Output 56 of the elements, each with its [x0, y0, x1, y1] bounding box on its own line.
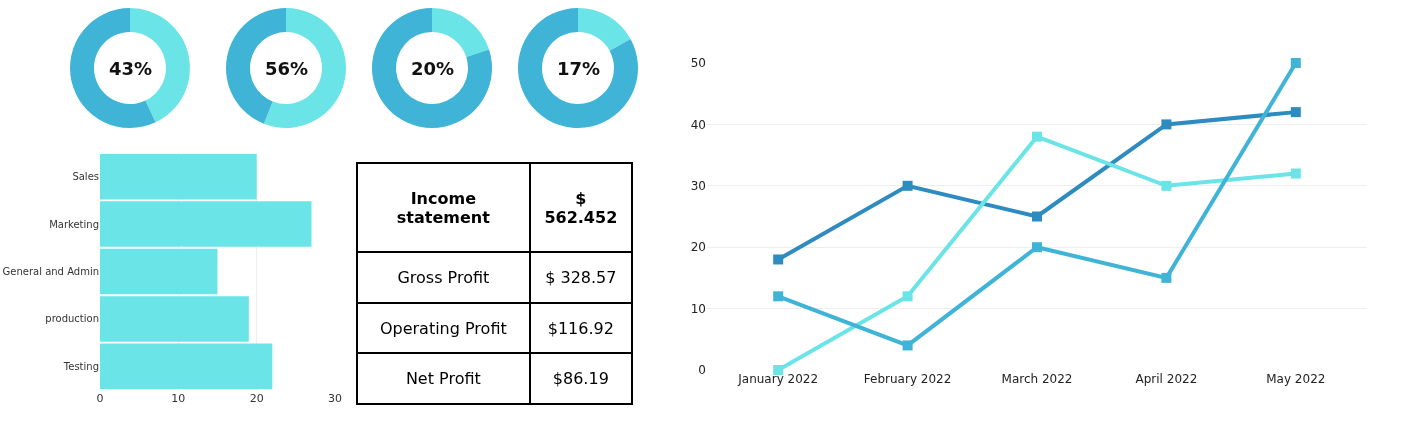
y-tick-label: production [45, 313, 99, 325]
x-tick-label: March 2022 [1001, 372, 1073, 386]
donut-slice [432, 8, 490, 57]
bar [100, 343, 273, 390]
text: 20% [411, 58, 455, 79]
point [902, 340, 913, 351]
y-tick-label: Testing [62, 360, 99, 372]
y-tick-label: 40 [690, 117, 706, 132]
point [773, 254, 784, 265]
text: $ 328.57 [529, 252, 632, 303]
donut-slice [518, 8, 638, 128]
point [1032, 242, 1042, 253]
text: Income statement [357, 163, 530, 253]
point [1032, 131, 1042, 142]
point [1290, 168, 1301, 179]
text: Gross Profit [357, 252, 530, 303]
x-tick-label: 10 [171, 392, 186, 405]
text: $86.19 [529, 353, 632, 404]
y-tick-label: 10 [690, 301, 706, 316]
y-tick-label: Marketing [49, 218, 99, 230]
point [1290, 58, 1301, 68]
text: 56% [265, 58, 309, 79]
x-tick-label: January 2022 [737, 372, 819, 386]
donut-slice [372, 8, 492, 128]
point [1032, 211, 1042, 222]
donut-slice [578, 8, 631, 51]
point [1161, 119, 1172, 130]
x-tick-label: 20 [249, 392, 264, 405]
y-tick-label: 20 [690, 240, 706, 255]
y-tick-label: General and Admin [2, 266, 99, 277]
text: $ 562.452 [529, 163, 632, 253]
point [773, 291, 784, 302]
y-tick-label: Sales [72, 171, 99, 183]
point [773, 365, 784, 375]
point [1161, 180, 1172, 191]
y-tick-label: 30 [690, 179, 706, 193]
text: Net Profit [357, 353, 530, 404]
text: Operating Profit [357, 302, 530, 354]
point [902, 291, 913, 302]
x-tick-label: April 2022 [1135, 372, 1198, 386]
bar [100, 201, 312, 247]
donut-slice [70, 8, 156, 128]
y-tick-label: 50 [690, 56, 706, 71]
x-tick-label: 30 [328, 392, 342, 405]
x-tick-label: May 2022 [1266, 372, 1326, 386]
text: 43% [109, 58, 153, 79]
bar [100, 153, 257, 200]
point [1290, 107, 1301, 118]
donut-slice [263, 8, 346, 128]
bar [100, 248, 218, 295]
point [902, 180, 913, 191]
bar [100, 296, 249, 342]
text: 17% [557, 58, 601, 79]
point [1161, 272, 1172, 283]
text: $116.92 [529, 302, 632, 354]
x-tick-label: February 2022 [863, 372, 952, 386]
